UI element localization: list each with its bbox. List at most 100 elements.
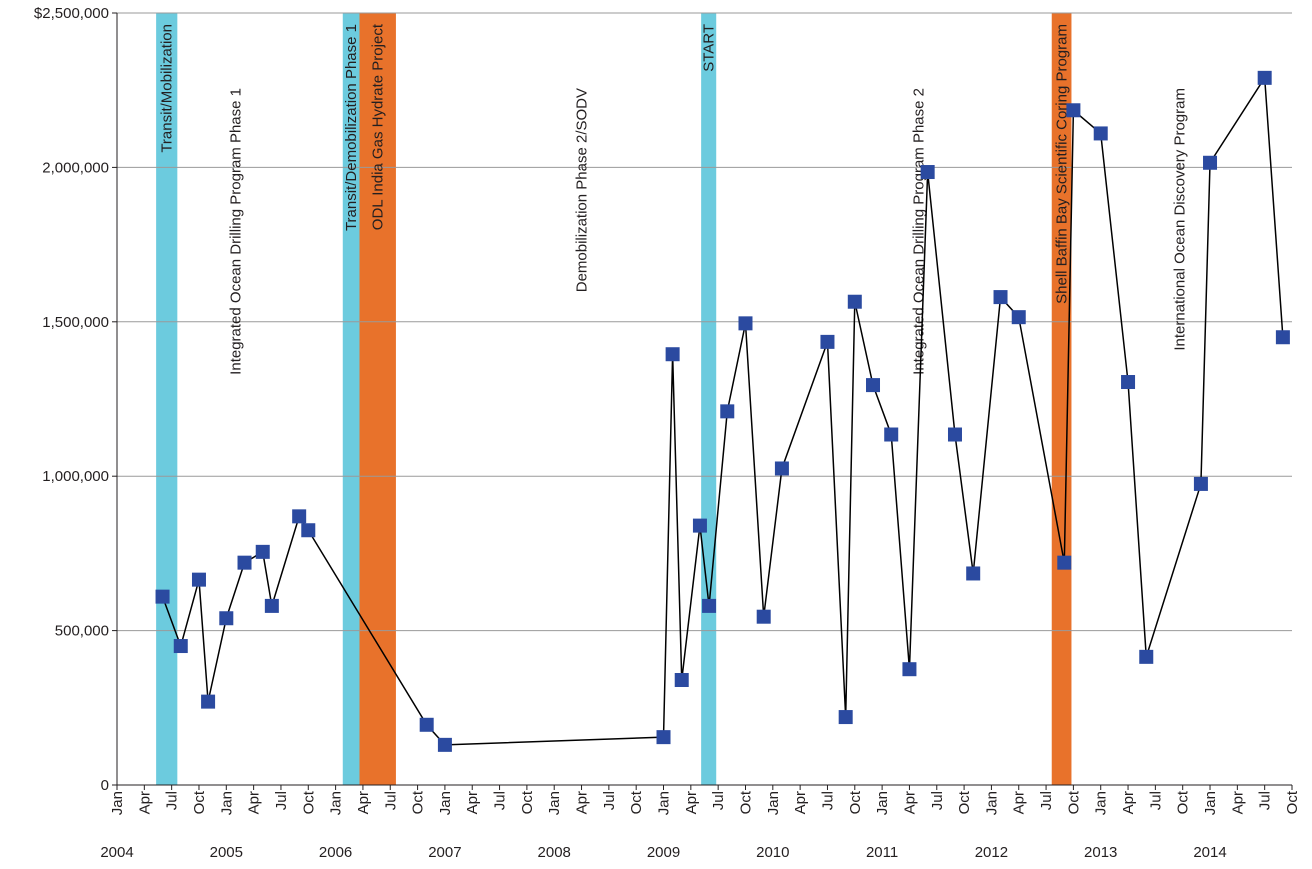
y-tick-labels: 0 500,000 1,000,000 1,500,000 2,000,000 $2,50…	[34, 5, 109, 794]
data-point-27	[920, 165, 935, 180]
x-month-label: Apr	[1011, 791, 1028, 814]
y-tick-label-2: 1,000,000	[42, 468, 109, 485]
x-year-label-2009: 2009	[647, 844, 680, 861]
x-month-label: Jan	[874, 791, 891, 815]
data-point-12	[656, 730, 671, 745]
data-point-7	[264, 598, 279, 613]
x-month-label: Apr	[355, 791, 372, 814]
y-tick-label-4: 2,000,000	[42, 159, 109, 176]
x-year-label-2013: 2013	[1084, 844, 1117, 861]
data-point-40	[1275, 330, 1290, 345]
y-tick-label-1: 500,000	[55, 623, 109, 640]
band-4	[1051, 13, 1072, 785]
data-point-33	[1066, 103, 1081, 118]
data-point-18	[738, 316, 753, 331]
x-year-label-2014: 2014	[1193, 844, 1226, 861]
x-month-label: Apr	[464, 791, 481, 814]
data-point-22	[838, 710, 853, 725]
x-month-label: Jan	[983, 791, 1000, 815]
data-point-0	[155, 589, 170, 604]
x-month-label: Jan	[546, 791, 563, 815]
x-year-label-2011: 2011	[866, 844, 898, 861]
data-point-13	[665, 347, 680, 362]
x-month-label: Oct	[956, 790, 973, 814]
data-point-36	[1139, 649, 1154, 664]
x-month-label: Apr	[901, 791, 918, 814]
x-tick-labels: Jan Apr Jul Oct Jan Apr Jul Oct Jan Apr Jul Oct Jan A…	[100, 790, 1301, 861]
data-point-23	[847, 294, 862, 309]
x-month-label: Apr	[792, 791, 809, 814]
data-point-16	[702, 598, 717, 613]
annotation-1: Demobilization Phase 2/SODV	[574, 88, 591, 292]
x-month-label: Jul	[492, 791, 509, 810]
y-tick-label-3: 1,500,000	[42, 314, 109, 331]
axes	[112, 12, 1293, 790]
x-month-label: Apr	[1120, 791, 1137, 814]
data-point-17	[720, 404, 735, 419]
x-month-label: Jul	[1257, 791, 1274, 810]
data-point-19	[756, 609, 771, 624]
x-month-label: Jan	[656, 791, 673, 815]
band-label-2: ODL India Gas Hydrate Project	[370, 23, 387, 230]
x-month-label: Jul	[819, 791, 836, 810]
event-bands	[156, 13, 1072, 785]
y-gridlines	[117, 12, 1292, 632]
x-month-label: Jan	[1202, 791, 1219, 815]
x-month-label: Apr	[683, 791, 700, 814]
data-point-6	[255, 544, 270, 559]
band-label-0: Transit/Mobilization	[159, 24, 176, 153]
x-month-label: Apr	[136, 791, 153, 814]
x-month-label: Oct	[410, 790, 427, 814]
data-point-32	[1057, 555, 1072, 570]
data-point-10	[419, 717, 434, 732]
data-point-29	[966, 566, 981, 581]
x-month-label: Oct	[1175, 790, 1192, 814]
x-month-label: Jul	[601, 791, 618, 810]
data-point-4	[219, 611, 234, 626]
data-point-38	[1203, 155, 1218, 170]
y-tick-label-0: 0	[101, 777, 109, 794]
data-point-34	[1093, 126, 1108, 141]
x-year-label-2012: 2012	[975, 844, 1008, 861]
x-month-label: Oct	[519, 790, 536, 814]
x-year-label-2008: 2008	[538, 844, 571, 861]
x-month-label: Jul	[1038, 791, 1055, 810]
x-month-label: Jul	[382, 791, 399, 810]
data-point-9	[301, 523, 316, 538]
data-point-2	[191, 572, 206, 587]
x-month-label: Oct	[628, 790, 645, 814]
data-point-37	[1193, 476, 1208, 491]
x-month-label: Jan	[328, 791, 345, 815]
x-month-label: Jul	[164, 791, 181, 810]
data-point-11	[437, 737, 452, 752]
data-point-1	[173, 639, 188, 654]
data-point-21	[820, 334, 835, 349]
x-year-label-2007: 2007	[428, 844, 461, 861]
x-year-label-2006: 2006	[319, 844, 352, 861]
data-point-28	[947, 427, 962, 442]
x-year-label-2010: 2010	[756, 844, 789, 861]
annotation-0: Integrated Ocean Drilling Program Phase …	[227, 88, 244, 375]
data-point-24	[866, 378, 881, 393]
x-month-label: Jul	[273, 791, 290, 810]
band-label-1: Transit/Demobilization Phase 1	[343, 24, 360, 231]
data-point-35	[1121, 375, 1136, 390]
data-point-20	[774, 461, 789, 476]
band-2	[359, 13, 396, 785]
data-point-31	[1011, 310, 1026, 325]
x-month-label: Jan	[109, 791, 126, 815]
x-month-label: Oct	[1284, 790, 1301, 814]
data-point-26	[902, 662, 917, 677]
x-month-label: Apr	[1229, 791, 1246, 814]
x-month-label: Oct	[191, 790, 208, 814]
data-point-39	[1257, 70, 1272, 85]
x-month-label: Oct	[737, 790, 754, 814]
x-month-label: Jan	[765, 791, 782, 815]
x-month-label: Oct	[300, 790, 317, 814]
data-point-15	[692, 518, 707, 533]
x-month-label: Oct	[1065, 790, 1082, 814]
x-year-label-2005: 2005	[210, 844, 243, 861]
y-tick-label-5: $2,500,000	[34, 5, 109, 22]
data-point-5	[237, 555, 252, 570]
